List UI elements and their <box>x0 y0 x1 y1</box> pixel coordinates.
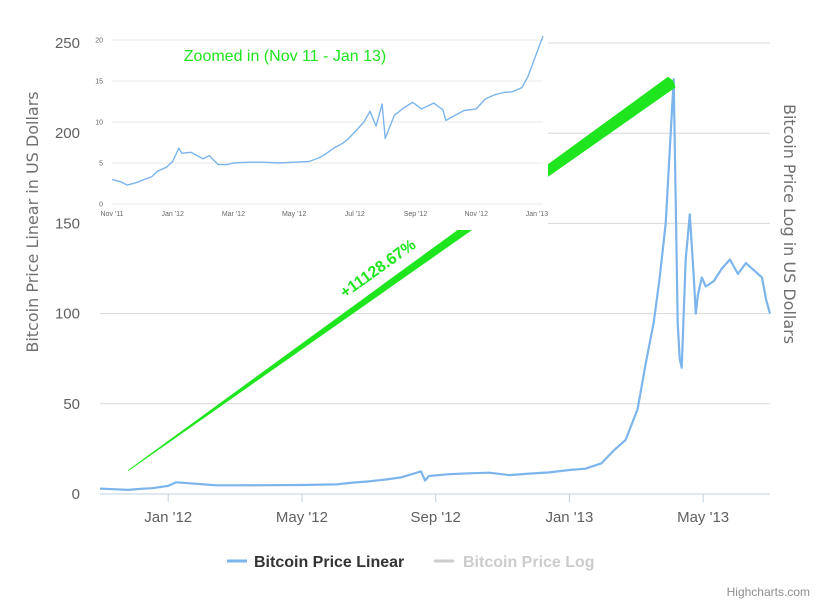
inset-x-tick-label-7: Jan '13 <box>526 211 548 218</box>
inset-background <box>100 26 548 230</box>
legend-item-linear[interactable]: Bitcoin Price Linear <box>227 554 404 571</box>
y-tick-label-200: 200 <box>55 125 80 142</box>
legend[interactable]: Bitcoin Price Linear Bitcoin Price Log <box>227 554 595 571</box>
y-axis-title-right: Bitcoin Price Log in US Dollars <box>780 104 799 344</box>
x-tick-label-0: Jan '12 <box>144 509 192 526</box>
y-tick-label-0: 0 <box>72 486 80 503</box>
inset-y-tick-label-20: 20 <box>95 38 103 45</box>
inset-x-tick-labels: Nov '11 Jan '12 Mar '12 May '12 Jul '12 Sep '… <box>101 211 549 218</box>
inset-gridlines <box>112 39 543 205</box>
inset-y-tick-labels: 0 5 10 15 20 <box>95 38 103 209</box>
inset-series-line <box>111 35 544 186</box>
legend-item-log[interactable]: Bitcoin Price Log <box>434 554 595 571</box>
inset-x-tick-label-4: Jul '12 <box>345 211 365 218</box>
x-tick-label-2: Sep '12 <box>410 509 460 526</box>
main-x-ticks <box>167 494 704 502</box>
x-tick-label-1: May '12 <box>276 509 328 526</box>
inset-x-tick-label-5: Sep '12 <box>404 211 428 218</box>
x-tick-label-4: May '13 <box>677 509 729 526</box>
inset-y-tick-label-5: 5 <box>99 161 103 168</box>
y-tick-label-50: 50 <box>63 396 80 413</box>
legend-label-linear[interactable]: Bitcoin Price Linear <box>254 554 404 571</box>
x-tick-label-3: Jan '13 <box>545 509 593 526</box>
main-x-tick-labels: Jan '12 May '12 Sep '12 Jan '13 May '13 <box>144 509 729 526</box>
inset-title: Zoomed in (Nov 11 - Jan 13) <box>184 48 386 65</box>
y-axis-title-left: Bitcoin Price Linear in US Dollars <box>23 91 42 352</box>
inset-x-tick-label-6: Nov '12 <box>464 211 488 218</box>
inset-x-tick-label-3: May '12 <box>282 211 306 218</box>
inset-x-tick-label-2: Mar '12 <box>222 211 245 218</box>
inset-y-tick-label-0: 0 <box>99 202 103 209</box>
series-line-bitcoin-price-linear <box>99 77 772 491</box>
inset-x-tick-label-1: Jan '12 <box>162 211 184 218</box>
inset-y-tick-label-15: 15 <box>95 79 103 86</box>
credits-link[interactable]: Highcharts.com <box>727 585 810 599</box>
inset-y-tick-label-10: 10 <box>95 120 103 127</box>
inset-chart: 0 5 10 15 20 Nov '11 Jan '12 Mar '12 May '12 Jul… <box>95 26 548 230</box>
y-tick-label-250: 250 <box>55 35 80 52</box>
legend-label-log[interactable]: Bitcoin Price Log <box>463 554 595 571</box>
main-y-tick-labels: 0 50 100 150 200 250 <box>55 35 80 503</box>
y-tick-label-100: 100 <box>55 306 80 323</box>
inset-x-tick-label-0: Nov '11 <box>101 211 124 218</box>
y-tick-label-150: 150 <box>55 215 80 232</box>
